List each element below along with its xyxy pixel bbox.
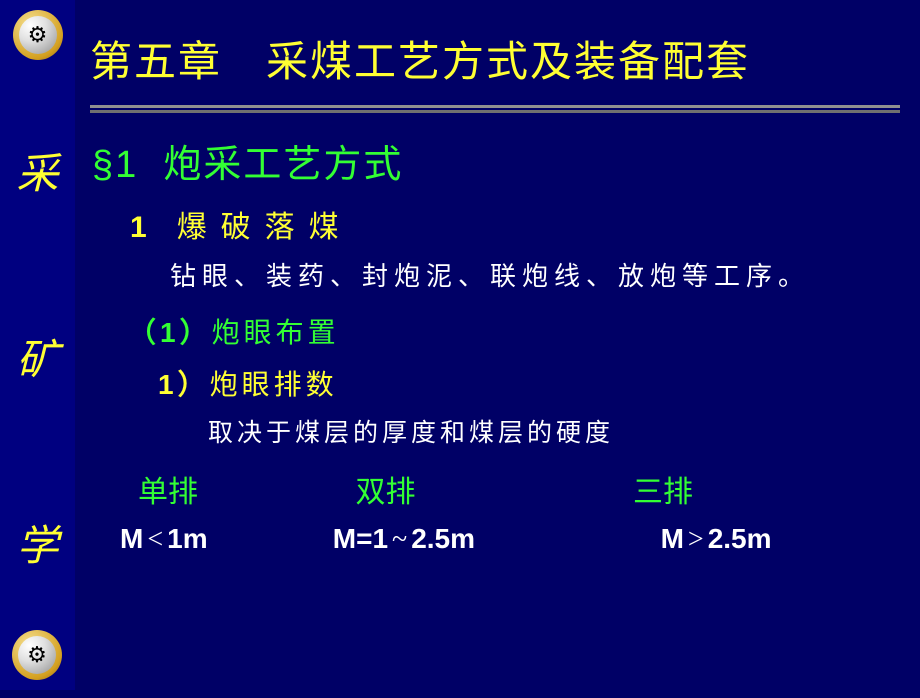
tilde-icon: ~ (388, 524, 411, 556)
logo-ring: ⚙ (13, 10, 63, 60)
sidebar-char-1: 采 (0, 140, 75, 201)
item-1-1-1-text: 炮眼排数 (210, 370, 338, 401)
td-2: M=1~2.5m (333, 523, 653, 556)
td-1-a: M (120, 523, 143, 555)
item-1-1-num: （1） (128, 317, 212, 348)
logo-icon: ⚙ (28, 24, 48, 46)
main-content: 第五章 采煤工艺方式及装备配套 §1 炮采工艺方式 1 爆破落煤 钻眼、装药、封炮… (75, 0, 920, 556)
logo-top: ⚙ (13, 10, 63, 60)
sidebar-title: 采 矿 学 (0, 140, 75, 698)
table-header-row: 单排 双排 三排 (138, 467, 900, 511)
section-text (151, 144, 164, 186)
th-3: 三排 (633, 467, 833, 511)
item-1-text: 爆破落煤 (177, 211, 353, 244)
sidebar-char-2: 矿 (0, 326, 75, 387)
logo-bottom: ⚙ (12, 630, 62, 680)
td-3: M>2.5m (661, 523, 861, 556)
title-divider (90, 105, 900, 113)
logo-inner: ⚙ (19, 16, 57, 54)
item-1-1-1: 1）炮眼排数 (158, 363, 900, 403)
td-1: M<1m (120, 523, 325, 556)
td-3-b: 2.5m (708, 523, 772, 555)
item-1-1-1-num: 1） (158, 369, 210, 400)
th-2: 双排 (356, 467, 626, 511)
td-2-b: 2.5m (411, 523, 475, 555)
lt-icon: < (143, 524, 167, 556)
item-1-1: （1）炮眼布置 (128, 311, 900, 351)
item-1-1-text: 炮眼布置 (212, 318, 340, 349)
td-2-a: M=1 (333, 523, 388, 555)
sidebar: ⚙ 采 矿 学 ⚙ (0, 0, 75, 690)
logo-icon-bottom: ⚙ (27, 644, 47, 666)
td-3-a: M (661, 523, 684, 555)
td-1-b: 1m (167, 523, 207, 555)
chapter-title: 第五章 采煤工艺方式及装备配套 (90, 20, 900, 105)
section-title: 炮采工艺方式 (163, 144, 403, 186)
logo-ring-bottom: ⚙ (12, 630, 62, 680)
section-header: §1 炮采工艺方式 (92, 133, 900, 188)
gt-icon: > (684, 524, 708, 556)
th-1: 单排 (138, 467, 348, 511)
item-1-num: 1 (130, 211, 149, 244)
item-1-1-1-desc: 取决于煤层的厚度和煤层的硬度 (208, 413, 900, 449)
logo-inner-bottom: ⚙ (18, 636, 56, 674)
item-1-desc: 钻眼、装药、封炮泥、联炮线、放炮等工序。 (170, 256, 900, 293)
item-1: 1 爆破落煤 (130, 202, 900, 246)
sidebar-char-3: 学 (0, 512, 75, 573)
section-num: §1 (92, 144, 138, 186)
table-value-row: M<1m M=1~2.5m M>2.5m (120, 523, 900, 556)
